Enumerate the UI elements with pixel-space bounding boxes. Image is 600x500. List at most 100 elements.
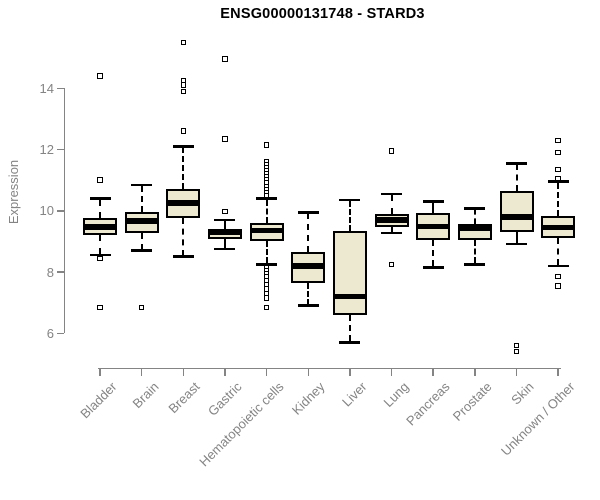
outlier-point-bladder xyxy=(97,255,103,262)
median-line-pancreas xyxy=(416,223,451,230)
outlier-point-unknown-other xyxy=(555,175,561,182)
upper-whisker-cap-skin xyxy=(506,162,527,165)
outlier-point-hematopoietic-cells xyxy=(263,304,270,311)
lower-whisker-brain xyxy=(140,232,143,250)
lower-whisker-cap-gastric xyxy=(214,247,236,251)
lower-whisker-hematopoietic-cells xyxy=(265,241,268,264)
upper-whisker-skin xyxy=(515,164,518,191)
outlier-point-breast xyxy=(180,128,187,134)
median-line-unknown-other xyxy=(541,224,576,231)
lower-whisker-liver xyxy=(348,314,351,342)
upper-whisker-unknown-other xyxy=(557,182,560,216)
upper-whisker-cap-hematopoietic-cells xyxy=(256,197,278,200)
lower-whisker-gastric xyxy=(223,238,226,249)
lower-whisker-prostate xyxy=(473,239,476,264)
median-line-lung xyxy=(374,217,409,223)
lower-whisker-cap-hematopoietic-cells xyxy=(256,263,278,266)
x-tick xyxy=(349,369,351,377)
outlier-point-gastric xyxy=(222,208,228,215)
upper-whisker-breast xyxy=(182,147,185,190)
x-tick xyxy=(182,369,185,377)
y-tick-label-8: 8 xyxy=(46,264,54,280)
x-tick xyxy=(474,369,476,377)
upper-whisker-cap-lung xyxy=(381,192,403,196)
outlier-point-unknown-other xyxy=(555,149,561,156)
upper-whisker-kidney xyxy=(307,213,310,253)
outlier-point-brain xyxy=(138,304,145,311)
lower-whisker-cap-pancreas xyxy=(422,266,444,269)
outlier-point-bladder xyxy=(97,304,103,311)
outlier-point-unknown-other xyxy=(555,273,561,280)
outlier-point-gastric xyxy=(222,56,228,62)
x-axis-line xyxy=(98,367,562,370)
outlier-point-hematopoietic-cells xyxy=(263,142,270,148)
lower-whisker-cap-skin xyxy=(506,242,527,246)
median-line-brain xyxy=(124,218,159,224)
upper-whisker-cap-prostate xyxy=(464,207,486,210)
lower-whisker-skin xyxy=(515,232,518,243)
outlier-point-gastric xyxy=(222,136,228,142)
upper-whisker-cap-pancreas xyxy=(422,200,444,203)
upper-whisker-bladder xyxy=(99,199,101,219)
outlier-point-unknown-other xyxy=(555,166,561,173)
upper-whisker-prostate xyxy=(473,209,476,224)
upper-whisker-gastric xyxy=(223,220,226,229)
upper-whisker-lung xyxy=(390,194,393,215)
outlier-point-breast xyxy=(180,82,187,88)
lower-whisker-kidney xyxy=(307,282,310,305)
outlier-point-unknown-other xyxy=(555,137,561,144)
box-skin xyxy=(499,190,534,233)
upper-whisker-cap-bladder xyxy=(89,197,111,200)
lower-whisker-unknown-other xyxy=(557,237,560,265)
upper-whisker-cap-liver xyxy=(339,198,361,202)
outlier-point-lung xyxy=(388,261,395,268)
outlier-point-unknown-other xyxy=(555,283,561,289)
x-tick xyxy=(557,369,559,377)
outlier-point-lung xyxy=(388,148,395,154)
median-line-liver xyxy=(332,293,367,300)
x-tick xyxy=(265,369,268,377)
upper-whisker-cap-gastric xyxy=(214,218,236,222)
median-line-skin xyxy=(499,214,534,220)
lower-whisker-cap-liver xyxy=(339,341,361,344)
x-tick xyxy=(307,369,309,377)
y-tick xyxy=(56,210,64,212)
x-tick xyxy=(390,369,393,377)
y-tick xyxy=(56,271,64,273)
outlier-point-bladder xyxy=(97,73,103,79)
upper-whisker-pancreas xyxy=(432,202,435,214)
median-line-kidney xyxy=(291,263,326,269)
y-tick-label-14: 14 xyxy=(39,80,54,96)
lower-whisker-pancreas xyxy=(432,239,435,267)
lower-whisker-cap-kidney xyxy=(297,304,319,307)
upper-whisker-cap-unknown-other xyxy=(547,180,569,183)
x-tick xyxy=(432,369,434,377)
lower-whisker-cap-prostate xyxy=(464,263,486,266)
y-tick xyxy=(56,332,64,335)
y-axis-line xyxy=(63,88,65,334)
lower-whisker-cap-brain xyxy=(131,249,153,252)
y-tick-label-12: 12 xyxy=(39,142,54,158)
lower-whisker-cap-unknown-other xyxy=(547,264,569,268)
x-tick xyxy=(99,369,101,377)
outlier-point-hematopoietic-cells xyxy=(263,295,270,301)
upper-whisker-brain xyxy=(140,185,143,213)
upper-whisker-cap-kidney xyxy=(297,211,319,214)
lower-whisker-lung xyxy=(390,226,393,233)
upper-whisker-cap-brain xyxy=(131,183,153,187)
outlier-point-breast xyxy=(180,88,187,95)
y-tick xyxy=(56,87,64,90)
outlier-point-breast xyxy=(180,39,187,46)
outlier-point-skin xyxy=(513,348,520,355)
x-tick xyxy=(140,369,143,377)
median-line-hematopoietic-cells xyxy=(249,227,284,234)
median-line-prostate xyxy=(457,225,492,232)
outlier-point-skin xyxy=(513,342,520,349)
y-tick xyxy=(56,148,64,151)
upper-whisker-cap-breast xyxy=(172,145,194,148)
median-line-bladder xyxy=(83,224,117,230)
lower-whisker-cap-breast xyxy=(172,255,194,258)
outlier-point-bladder xyxy=(97,177,103,183)
